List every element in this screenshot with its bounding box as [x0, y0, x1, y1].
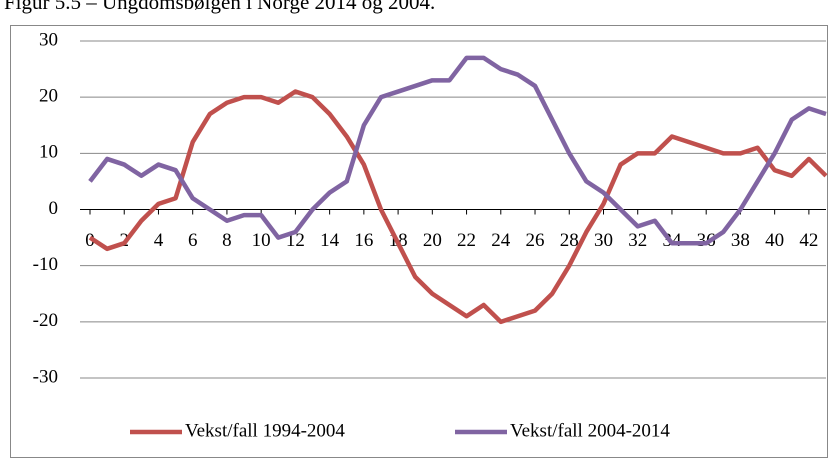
legend-label: Vekst/fall 1994-2004 — [185, 420, 345, 441]
data-line — [88, 55, 827, 246]
y-tick-label: -30 — [33, 366, 58, 387]
x-tick-label: 10 — [252, 230, 271, 251]
chart-frame — [10, 25, 828, 458]
x-tick-label: 30 — [594, 230, 613, 251]
x-tick-label: 24 — [491, 230, 511, 251]
y-tick-label: 10 — [39, 142, 58, 163]
y-tick-label: -10 — [33, 254, 58, 275]
x-tick-label: 0 — [85, 230, 95, 251]
x-tick-label: 4 — [154, 230, 164, 251]
legend-label: Vekst/fall 2004-2014 — [510, 420, 670, 441]
x-tick-label: 8 — [222, 230, 232, 251]
x-tick-label: 16 — [354, 230, 373, 251]
x-tick-label: 14 — [320, 230, 340, 251]
x-tick-label: 20 — [423, 230, 442, 251]
x-tick-label: 28 — [560, 230, 579, 251]
x-tick-label: 22 — [457, 230, 476, 251]
x-tick-label: 38 — [731, 230, 750, 251]
x-tick-label: 26 — [526, 230, 545, 251]
x-tick-label: 40 — [765, 230, 784, 251]
y-tick-label: 30 — [39, 29, 58, 50]
y-tick-label: -20 — [33, 310, 58, 331]
x-tick-label: 6 — [188, 230, 198, 251]
x-tick-label: 32 — [628, 230, 647, 251]
y-tick-label: 0 — [49, 198, 59, 219]
chart-title: Figur 5.5 – Ungdomsbølgen i Norge 2014 o… — [4, 0, 435, 14]
data-line — [88, 89, 828, 325]
y-tick-label: 20 — [39, 86, 58, 107]
x-tick-label: 36 — [697, 230, 716, 251]
x-tick-label: 42 — [799, 230, 818, 251]
